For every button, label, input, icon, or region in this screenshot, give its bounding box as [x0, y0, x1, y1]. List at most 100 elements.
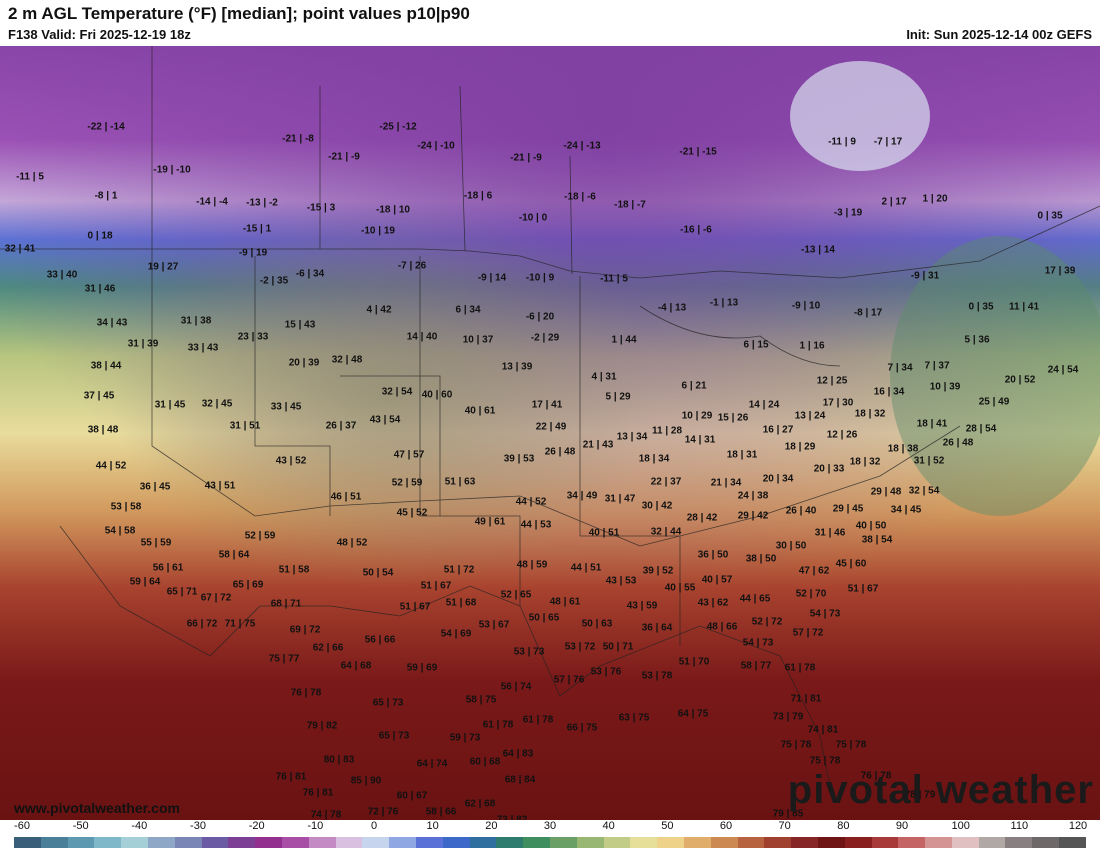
- point-value: 31 | 46: [84, 283, 116, 295]
- point-value: 32 | 54: [908, 485, 940, 497]
- point-value: 58 | 66: [425, 806, 457, 818]
- point-value: 48 | 52: [336, 537, 368, 549]
- point-value: 5 | 29: [605, 391, 631, 403]
- point-value: 66 | 72: [186, 618, 218, 630]
- point-value: 38 | 54: [861, 534, 893, 546]
- color-scale: -60 -50 -40 -30 -20 -10 0 10 20 30 40 50 60 70 80 90 100…: [0, 820, 1100, 850]
- point-value: -8 | 17: [853, 307, 883, 319]
- point-value: 5 | 36: [964, 334, 990, 346]
- point-value: 16 | 34: [873, 386, 905, 398]
- colorbar-segment: [281, 837, 309, 848]
- point-value: 2 | 17: [881, 196, 907, 208]
- point-value: 40 | 55: [664, 582, 696, 594]
- point-value: -9 | 19: [238, 247, 268, 259]
- point-value: 15 | 26: [717, 412, 749, 424]
- point-value: 45 | 60: [835, 558, 867, 570]
- point-value: 40 | 61: [464, 405, 496, 417]
- colorbar-segment: [362, 837, 390, 848]
- temperature-map[interactable]: -22 | -14 -11 | 5 -19 | -10 -8 | 1 -14 | -4 -…: [0, 46, 1100, 820]
- point-value: -10 | 0: [518, 212, 548, 224]
- point-value: 65 | 73: [378, 730, 410, 742]
- point-value: 52 | 59: [244, 530, 276, 542]
- point-value: 61 | 78: [482, 719, 514, 731]
- point-value: 53 | 58: [110, 501, 142, 513]
- point-value: 32 | 41: [4, 243, 36, 255]
- colorbar-segment: [469, 837, 497, 848]
- point-value: 54 | 69: [440, 628, 472, 640]
- point-value: 53 | 76: [590, 666, 622, 678]
- point-value: 43 | 52: [275, 455, 307, 467]
- point-value: 67 | 72: [200, 592, 232, 604]
- point-value: 31 | 52: [913, 455, 945, 467]
- point-value: 64 | 83: [502, 748, 534, 760]
- point-value: 58 | 75: [465, 694, 497, 706]
- scale-tick-label: 110: [1010, 820, 1029, 832]
- colorbar-segment: [1059, 837, 1086, 848]
- point-value: -18 | -7: [614, 199, 646, 211]
- point-value: 60 | 68: [469, 756, 501, 768]
- point-value: 26 | 48: [942, 437, 974, 449]
- colorbar-segment: [308, 837, 336, 848]
- point-value: -1 | 13: [709, 297, 739, 309]
- point-value: 20 | 34: [762, 473, 794, 485]
- point-value: -7 | 26: [397, 260, 427, 272]
- point-value: 61 | 78: [522, 714, 554, 726]
- point-value: 59 | 69: [406, 662, 438, 674]
- colorbar-segment: [871, 837, 899, 848]
- point-value: 20 | 33: [813, 463, 845, 475]
- point-value: 38 | 44: [90, 360, 122, 372]
- point-value: -25 | -12: [379, 121, 417, 133]
- point-value: 49 | 61: [474, 516, 506, 528]
- point-value: 54 | 58: [104, 525, 136, 537]
- scale-tick-label: 40: [602, 820, 615, 832]
- point-value: -24 | -13: [563, 140, 601, 152]
- point-value: 47 | 62: [798, 565, 830, 577]
- colorbar-segment: [14, 837, 41, 848]
- point-value: 44 | 52: [95, 460, 127, 472]
- point-value: 75 | 78: [809, 755, 841, 767]
- point-value: 71 | 81: [790, 693, 822, 705]
- point-value: 18 | 32: [849, 456, 881, 468]
- point-value: 15 | 43: [284, 319, 316, 331]
- point-value: 62 | 68: [464, 798, 496, 810]
- point-value: -4 | 13: [657, 302, 687, 314]
- point-value: 17 | 30: [822, 397, 854, 409]
- point-value: 51 | 63: [444, 476, 476, 488]
- point-value: 40 | 60: [421, 389, 453, 401]
- colorbar: [14, 837, 1086, 848]
- point-value: -10 | 9: [525, 272, 555, 284]
- point-value: 10 | 39: [929, 381, 961, 393]
- point-value: 48 | 66: [706, 621, 738, 633]
- point-value: 23 | 33: [237, 331, 269, 343]
- point-value: 71 | 75: [224, 618, 256, 630]
- point-value: 80 | 83: [323, 754, 355, 766]
- point-value: 46 | 51: [330, 491, 362, 503]
- point-value: 64 | 68: [340, 660, 372, 672]
- point-value: -18 | 6: [463, 190, 493, 202]
- colorbar-segment: [710, 837, 738, 848]
- point-value: -22 | -14: [87, 121, 125, 133]
- colorbar-segment: [1032, 837, 1060, 848]
- scale-tick-label: 20: [485, 820, 498, 832]
- point-value: 75 | 78: [835, 739, 867, 751]
- point-value: 34 | 43: [96, 317, 128, 329]
- scale-tick-label: 80: [837, 820, 850, 832]
- point-value: 6 | 34: [455, 304, 481, 316]
- point-value: -7 | 17: [873, 136, 903, 148]
- point-value: 13 | 39: [501, 361, 533, 373]
- colorbar-segment: [978, 837, 1006, 848]
- point-value: -16 | -6: [680, 224, 712, 236]
- point-value: 72 | 76: [367, 806, 399, 818]
- point-value: 20 | 39: [288, 357, 320, 369]
- point-value: -15 | 1: [242, 223, 272, 235]
- point-value: 40 | 50: [855, 520, 887, 532]
- colorbar-segment: [40, 837, 68, 848]
- point-value: 18 | 34: [638, 453, 670, 465]
- point-value: 78 | 79: [904, 789, 936, 801]
- point-value: -18 | 10: [376, 204, 410, 216]
- point-value: 50 | 54: [362, 567, 394, 579]
- point-value: -9 | 31: [910, 270, 940, 282]
- website-label: www.pivotalweather.com: [14, 800, 180, 816]
- point-value: 39 | 52: [642, 565, 674, 577]
- colorbar-segment: [147, 837, 175, 848]
